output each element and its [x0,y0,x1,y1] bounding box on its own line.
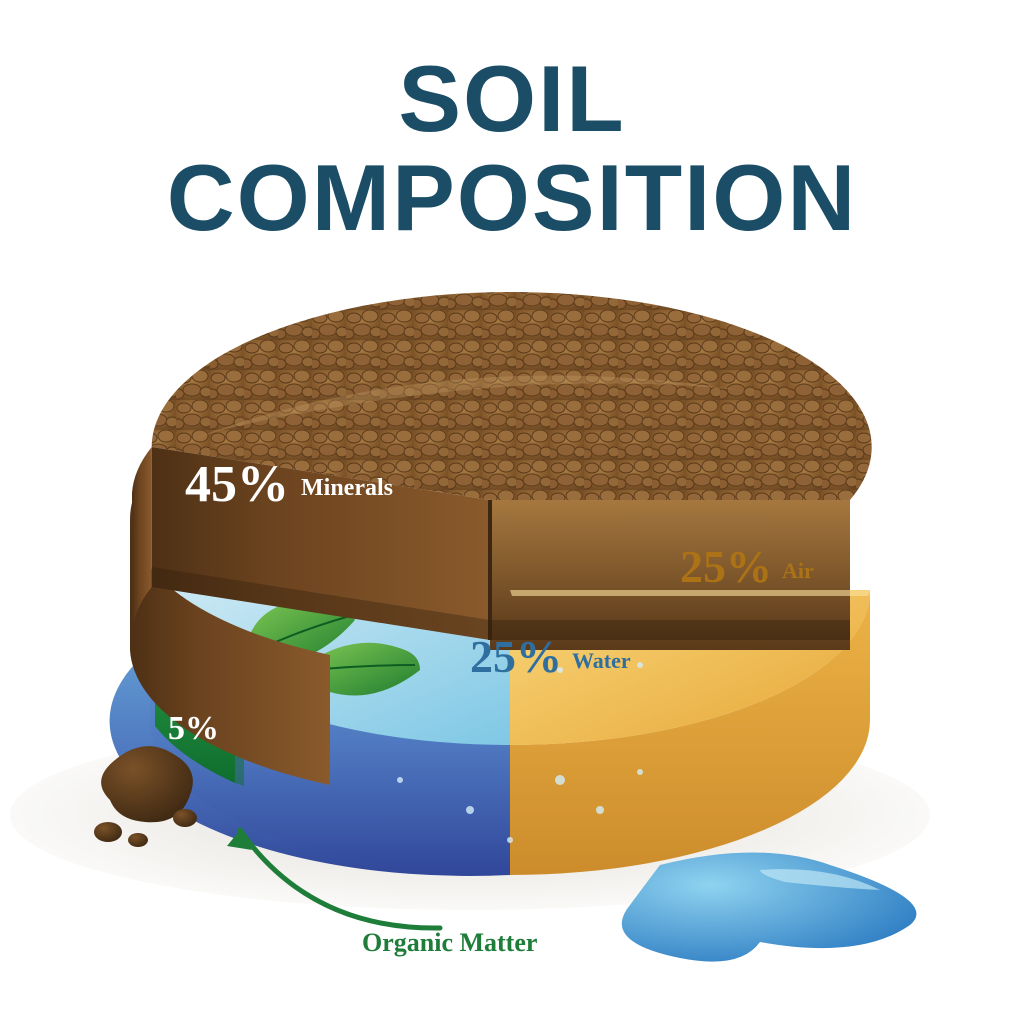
organic-percent: 5% [168,710,219,747]
air-percent: 25% [680,541,772,592]
organic-name: Organic Matter [362,928,537,957]
minerals-percent: 45% [185,456,289,513]
water-puddle [622,853,917,962]
title-line-1: SOIL [0,50,1024,149]
infographic-root: SOIL COMPOSITION [0,0,1024,1024]
label-minerals: 45% Minerals [185,455,393,514]
label-organic-percent: 5% [168,710,219,748]
page-title: SOIL COMPOSITION [0,50,1024,247]
water-name: Water [572,648,631,673]
label-water: 25% Water [470,630,631,683]
label-air: 25% Air [680,540,814,593]
water-percent: 25% [470,631,562,682]
minerals-name: Minerals [301,475,393,501]
organic-callout-text: Organic Matter [362,928,537,958]
minerals-center-edge [488,500,492,640]
soil-composition-chart: 45% Minerals 25% Air 25% Water 5% Organi… [40,310,984,990]
title-line-2: COMPOSITION [0,149,1024,248]
air-name: Air [782,558,814,583]
